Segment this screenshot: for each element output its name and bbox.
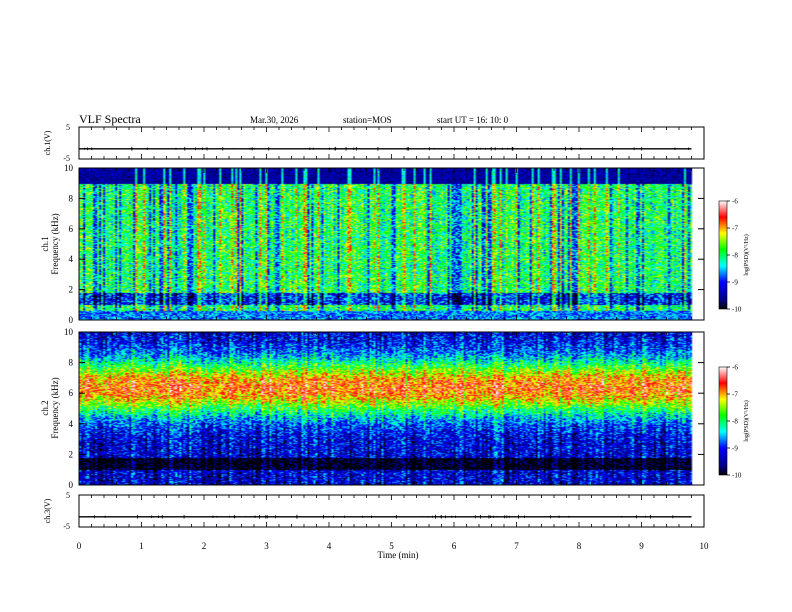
- time-tick-label: 1: [139, 541, 144, 551]
- ch2-ytick-label: 8: [69, 358, 74, 368]
- ch1-ytick-label: 4: [69, 254, 74, 264]
- time-tick-label: 5: [389, 541, 394, 551]
- cb1-tick-label: -6: [732, 198, 738, 206]
- time-tick-label: 3: [264, 541, 269, 551]
- header-station: station=MOS: [343, 115, 392, 125]
- chart-title: VLF Spectra: [79, 112, 141, 126]
- ch1-frequency-ylabel: Frequency (kHz): [50, 213, 60, 274]
- ch2-ytick-label: 4: [69, 419, 74, 429]
- header-start-ut: start UT = 16: 10: 0: [437, 115, 509, 125]
- ch1-voltage-frame: [78, 126, 705, 160]
- ch1-ytick-label: 8: [69, 193, 74, 203]
- time-tick-label: 10: [700, 541, 710, 551]
- ch1-ytick-label: 10: [64, 163, 74, 173]
- cb2-tick-label: -8: [732, 418, 738, 426]
- ch2-ytick-label: 2: [69, 449, 74, 459]
- ch3-voltage-panel: 5 -5 ch.3(V): [43, 491, 705, 531]
- ch1-ytick-label: 0: [69, 315, 74, 325]
- ch2-ytick-label: 0: [69, 480, 74, 490]
- ch3-voltage-spikes: [93, 514, 678, 519]
- time-axis-label: Time (min): [378, 550, 419, 560]
- ch2-spectrogram-heatmap: [79, 332, 704, 485]
- header-date: Mar.30, 2026: [250, 115, 299, 125]
- ch3-ytick-top: 5: [66, 491, 70, 500]
- ch1-colorbar-ticks: -6 -7 -8 -9 -10: [727, 198, 742, 314]
- ch2-spectrogram-panel: 0 2 4 6 8 10 ch.2 Frequency (kHz) -6 -7 -8 -9 -10…: [40, 327, 750, 490]
- time-tick-label: 6: [452, 541, 457, 551]
- ch3-ytick-bottom: -5: [63, 522, 70, 531]
- ch1-voltage-ylabel: ch.1(V): [43, 130, 52, 155]
- cb2-tick-label: -9: [732, 445, 738, 453]
- time-tick-label: 0: [77, 541, 82, 551]
- cb2-tick-label: -6: [732, 364, 738, 372]
- time-tick-label: 8: [577, 541, 582, 551]
- cb1-tick-label: -7: [732, 225, 738, 233]
- ch2-ytick-label: 10: [64, 327, 74, 337]
- cb1-tick-label: -10: [732, 306, 742, 314]
- ch1-voltage-spikes: [84, 146, 690, 151]
- ch1-channel-label: ch.1: [40, 236, 50, 251]
- time-tick-label: 2: [202, 541, 207, 551]
- ch1-ytick-top: 5: [66, 123, 70, 132]
- time-tick-label: 7: [514, 541, 519, 551]
- ch1-spectrogram-heatmap: [79, 168, 704, 320]
- cb1-tick-label: -8: [732, 252, 738, 260]
- ch1-voltage-panel: 5 -5 ch.1(V): [43, 123, 705, 163]
- ch1-ytick-bottom: -5: [63, 154, 70, 163]
- ch2-colorbar-label: log(PSD)(V²/Hz): [743, 400, 750, 441]
- ch3-voltage-frame: [78, 494, 705, 528]
- ch2-channel-label: ch.2: [40, 400, 50, 415]
- ch1-ytick-label: 2: [69, 285, 74, 295]
- ch1-frequency-ticks: 0 2 4 6 8 10: [64, 163, 704, 325]
- cb1-tick-label: -9: [732, 279, 738, 287]
- time-tick-label: 9: [639, 541, 644, 551]
- ch3-voltage-ylabel: ch.3(V): [43, 498, 52, 523]
- ch2-frequency-ylabel: Frequency (kHz): [50, 377, 60, 438]
- time-axis-ticks: 0 1 2 3 4 5 6 7 8 9 10: [77, 127, 709, 551]
- ch1-spectrogram-panel: 0 2 4 6 8 10 ch.1 Frequency (kHz) -6 -7 -8 -9 -10…: [40, 163, 750, 325]
- ch2-colorbar: [718, 366, 728, 476]
- ch2-ytick-label: 6: [69, 388, 74, 398]
- ch1-ytick-label: 6: [69, 224, 74, 234]
- cb2-tick-label: -10: [732, 472, 742, 480]
- cb2-tick-label: -7: [732, 391, 738, 399]
- ch2-frequency-ticks: 0 2 4 6 8 10: [64, 327, 704, 490]
- ch1-colorbar: [718, 200, 728, 310]
- time-tick-label: 4: [327, 541, 332, 551]
- ch1-colorbar-label: log(PSD)(V²/Hz): [743, 234, 750, 275]
- ch2-colorbar-ticks: -6 -7 -8 -9 -10: [727, 364, 742, 480]
